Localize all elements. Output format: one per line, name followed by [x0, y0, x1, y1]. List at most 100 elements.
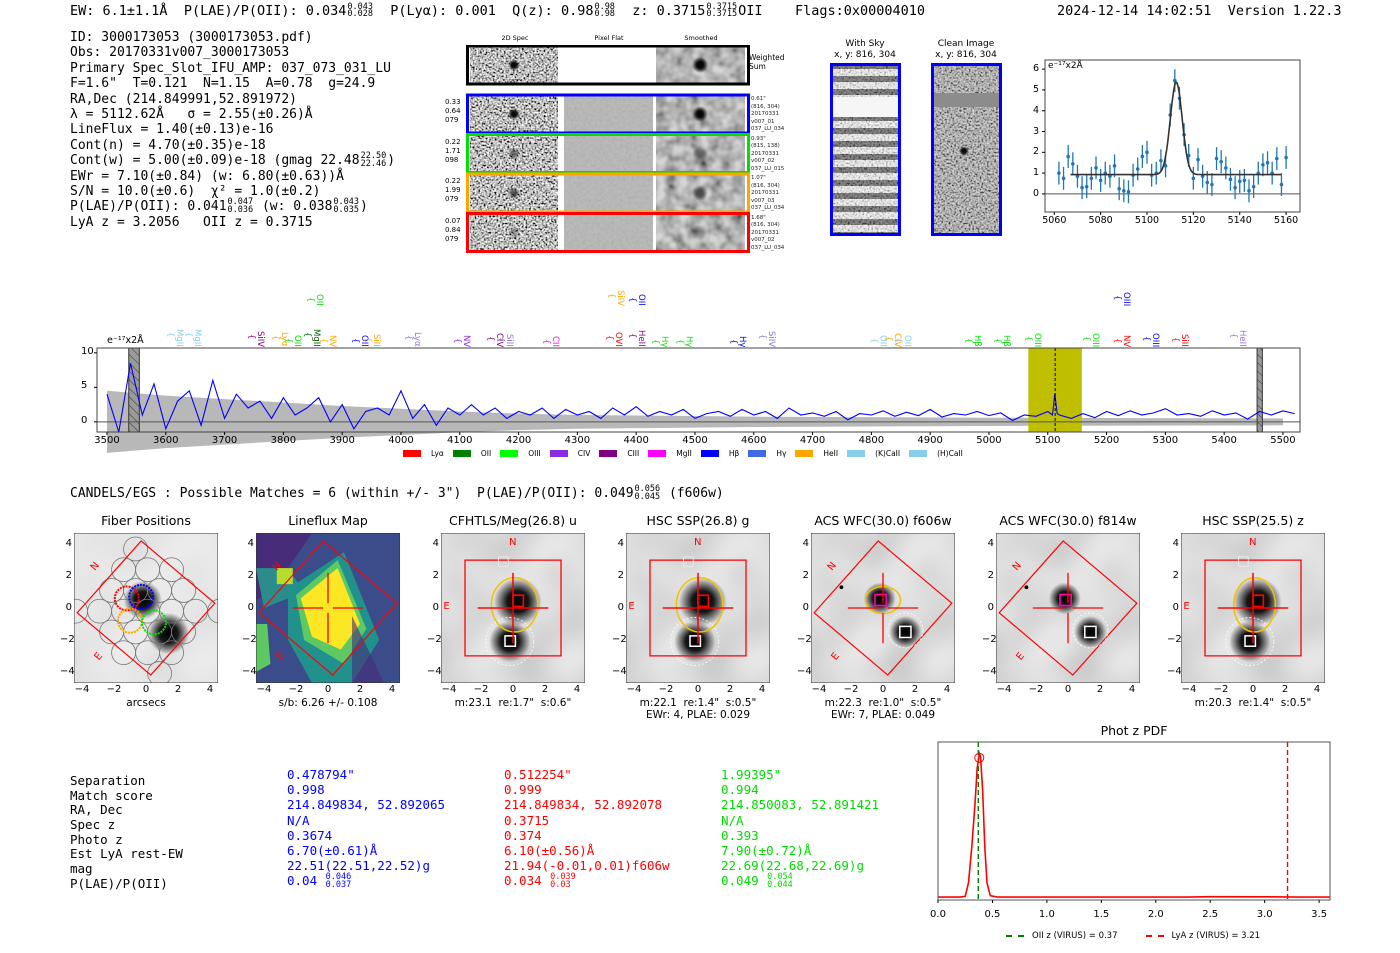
legend-item: OII — [452, 449, 492, 458]
y-tick-label: 0 — [617, 602, 624, 614]
line-fit-plot: 5060 5080 5100 5120 5140 5160 0 1 2 3 4 5 6 e⁻¹⁷x2Å — [1033, 59, 1301, 226]
peak-marker — [974, 752, 985, 763]
y-tick-label: 4 — [802, 538, 809, 550]
y-tick-label: −4 — [797, 666, 812, 678]
ew-value: EW: 6.1±1.1Å — [70, 3, 168, 19]
match-value: 0.478794" — [287, 767, 355, 782]
source-blob — [1233, 577, 1282, 626]
emission-line-label: Hβ — [963, 335, 982, 347]
emission-line-label: SiIV — [757, 331, 776, 347]
emission-line-label: SiII — [1170, 334, 1189, 347]
emission-line-label: OIII — [1112, 292, 1131, 306]
match-value: 22.51(22.51,22.52)g — [287, 858, 430, 874]
col-pixel-flat: Pixel Flat — [594, 34, 624, 42]
photz-pdf-plot: 0.0 0.5 1.0 1.5 2.0 2.5 3.0 3.5 OII z (VIRUS) = … — [930, 741, 1331, 941]
legend-item: Hβ — [700, 449, 739, 458]
version: Version 1.22.3 — [1227, 3, 1342, 19]
x-tick-label: 5400 — [1211, 435, 1237, 446]
y-tick-label: 2 — [247, 570, 254, 582]
exposure-row-info: 0.93" (815, 138) 20170331 v007_02 037_LU_015 — [751, 136, 784, 174]
data-point — [1251, 184, 1256, 189]
legend-swatch — [1006, 935, 1024, 937]
legend-swatch — [403, 450, 421, 457]
match-value: 21.94(-0.01,0.01)f606w — [504, 858, 670, 874]
fiber-circle — [148, 661, 172, 683]
source-blob — [889, 615, 922, 648]
data-point — [1061, 176, 1066, 181]
y-tick-label: 0 — [1033, 187, 1040, 199]
fiber-circle — [172, 620, 196, 644]
x-tick-label: −4 — [256, 684, 272, 695]
legend-swatch — [1145, 935, 1164, 937]
fiber-circle — [160, 558, 184, 582]
x-tick-label: −2 — [473, 684, 489, 695]
emission-line-label: Hγ — [728, 336, 747, 347]
data-point — [1098, 178, 1103, 183]
y-tick-label: 0 — [247, 602, 254, 614]
catalog-marker — [690, 636, 700, 646]
match-value: 214.849834, 52.892078 — [504, 797, 663, 813]
x-tick-label: 3800 — [270, 435, 297, 446]
x-tick-label: 1.5 — [1093, 909, 1110, 920]
cutout-image — [996, 533, 1140, 683]
compass-east: E — [628, 601, 635, 613]
row-stat: 1.71 — [445, 146, 461, 155]
y-tick-label: −2 — [612, 634, 627, 646]
x-tick-label: −4 — [74, 684, 90, 695]
y-tick-label: 2 — [802, 570, 809, 582]
row-info: (816, 304) — [751, 222, 780, 228]
data-point — [1228, 177, 1233, 182]
row-info: v007_02 — [751, 158, 775, 164]
ifu-footprint — [999, 541, 1137, 675]
row-info: 20170331 — [751, 229, 779, 236]
y-tick-label: −2 — [797, 634, 812, 646]
x-tick-label: 4 — [1313, 684, 1321, 695]
catalog-marker — [505, 636, 515, 646]
y-tick-label: 4 — [247, 538, 254, 550]
ifu-footprint — [650, 560, 746, 656]
cutout-title: Lineflux Map — [288, 513, 368, 528]
data-point — [1084, 184, 1089, 189]
y-tick-label: 0 — [432, 602, 439, 614]
x-tick-label: 5100 — [1035, 435, 1061, 446]
qz-value: Q(z): 0.98 — [512, 3, 594, 19]
x-tick-label: 2 — [174, 684, 182, 695]
info-fit-params: F=1.6" T=0.121 N=1.15 A=0.78 g=24.9 — [70, 76, 376, 92]
aperture-ellipse — [491, 578, 537, 632]
x-tick-label: −2 — [288, 684, 304, 695]
clean-image-title: Clean Image x, y: 816, 304 — [935, 39, 997, 60]
weighted-sum-label: Weighted Sum — [749, 53, 785, 71]
pdf-curve — [938, 750, 1330, 898]
match-marker — [1060, 594, 1071, 605]
exposure-row-stats: 0.22 1.99 079 — [445, 177, 461, 204]
legend-item: OIII — [500, 449, 541, 458]
y-tick-label: 5 — [1033, 83, 1040, 95]
cutout-title: ACS WFC(30.0) f606w — [814, 513, 952, 528]
x-tick-label: 5120 — [1181, 215, 1206, 226]
legend-item: HeII — [795, 449, 838, 458]
legend-label: (H)CaII — [937, 449, 963, 458]
data-point — [1112, 164, 1117, 168]
legend-item: Hγ — [748, 449, 786, 458]
x-tick-label: 1.0 — [1038, 909, 1055, 920]
legend-label: OII — [480, 449, 492, 458]
y-tick-label: −2 — [1167, 634, 1182, 646]
x-tick-label: 5140 — [1227, 215, 1252, 226]
match-value: 0.374 — [504, 827, 542, 843]
y-tick-label: 2 — [987, 570, 994, 582]
emission-line-label: SiIV — [606, 290, 625, 306]
x-tick-label: 2 — [541, 684, 549, 695]
x-tick-label: 0 — [324, 684, 332, 695]
ifu-footprint — [465, 560, 561, 656]
data-point — [1163, 164, 1168, 168]
x-tick-label: 4400 — [623, 435, 649, 446]
match-value: 0.393 — [721, 827, 759, 843]
row-info: 037_LU_034 — [751, 205, 785, 211]
source-blob — [1074, 615, 1107, 648]
y-tick-label: 2 — [432, 570, 439, 582]
row-stat: 079 — [445, 195, 459, 203]
match-value: 214.849834, 52.892065 — [287, 797, 446, 813]
match-column: 0.478794" 0.998 214.849834, 52.892065 N/A 0.… — [287, 767, 445, 889]
legend-item: CIV — [549, 449, 590, 458]
compass-north: N — [509, 537, 517, 549]
